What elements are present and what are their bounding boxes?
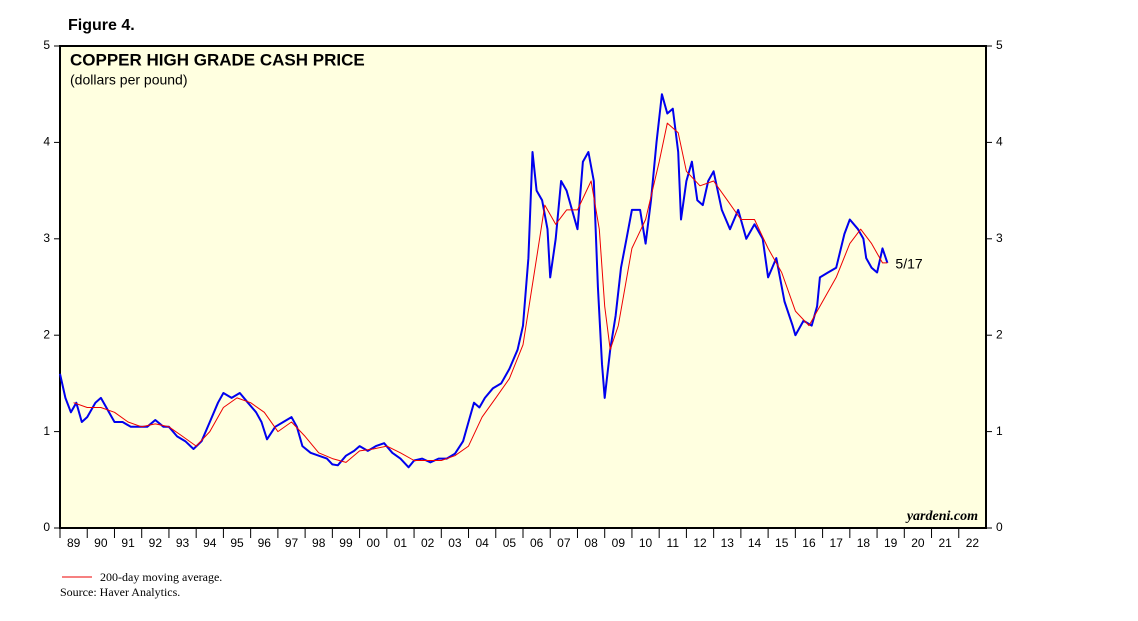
- x-tick-label: 09: [612, 536, 626, 550]
- x-tick-label: 16: [802, 536, 816, 550]
- x-tick-label: 22: [966, 536, 980, 550]
- x-tick-label: 07: [557, 536, 571, 550]
- y2-tick-label: 5: [996, 38, 1003, 52]
- chart-title: COPPER HIGH GRADE CASH PRICE: [70, 50, 365, 69]
- x-tick-label: 06: [530, 536, 544, 550]
- x-tick-label: 01: [394, 536, 408, 550]
- x-tick-label: 00: [367, 536, 381, 550]
- x-tick-label: 98: [312, 536, 326, 550]
- y2-tick-label: 4: [996, 135, 1003, 149]
- series-line: [59, 93, 889, 469]
- y2-tick-label: 2: [996, 327, 1003, 341]
- y-tick-label: 4: [43, 135, 50, 149]
- annotation: 5/17: [895, 256, 922, 272]
- x-tick-label: 94: [203, 536, 217, 550]
- x-tick-label: 93: [176, 536, 190, 550]
- x-tick-label: 12: [693, 536, 707, 550]
- y-tick-label: 3: [43, 231, 50, 245]
- source: Source: Haver Analytics.: [60, 585, 180, 599]
- y-tick-label: 2: [43, 327, 50, 341]
- y2-tick-label: 1: [996, 424, 1003, 438]
- x-tick-label: 10: [639, 536, 653, 550]
- x-tick-label: 15: [775, 536, 789, 550]
- x-tick-label: 05: [503, 536, 517, 550]
- x-tick-label: 19: [884, 536, 898, 550]
- x-tick-label: 90: [94, 536, 108, 550]
- chart-subtitle: (dollars per pound): [70, 72, 188, 88]
- figure-label: Figure 4.: [68, 17, 135, 34]
- y-tick-label: 5: [43, 38, 50, 52]
- y-tick-label: 1: [43, 424, 50, 438]
- series-line: [73, 122, 888, 463]
- plot-area: [59, 45, 987, 529]
- y-tick-label: 0: [43, 520, 50, 534]
- x-tick-label: 13: [721, 536, 735, 550]
- y2-tick-label: 0: [996, 520, 1003, 534]
- x-tick-label: 17: [830, 536, 844, 550]
- x-tick-label: 02: [421, 536, 435, 550]
- x-tick-label: 92: [149, 536, 163, 550]
- x-tick-label: 21: [938, 536, 952, 550]
- legend-label: 200-day moving average.: [100, 570, 222, 584]
- x-tick-label: 08: [584, 536, 598, 550]
- x-tick-label: 18: [857, 536, 871, 550]
- x-tick-label: 99: [339, 536, 353, 550]
- x-tick-label: 11: [667, 536, 680, 550]
- x-tick-label: 03: [448, 536, 462, 550]
- x-tick-label: 14: [748, 536, 762, 550]
- x-tick-label: 96: [258, 536, 272, 550]
- x-tick-label: 95: [230, 536, 244, 550]
- y2-tick-label: 3: [996, 231, 1003, 245]
- watermark: yardeni.com: [905, 509, 978, 524]
- x-tick-label: 89: [67, 536, 81, 550]
- x-tick-label: 04: [475, 536, 489, 550]
- x-tick-label: 91: [121, 536, 135, 550]
- x-tick-label: 97: [285, 536, 299, 550]
- x-tick-label: 20: [911, 536, 925, 550]
